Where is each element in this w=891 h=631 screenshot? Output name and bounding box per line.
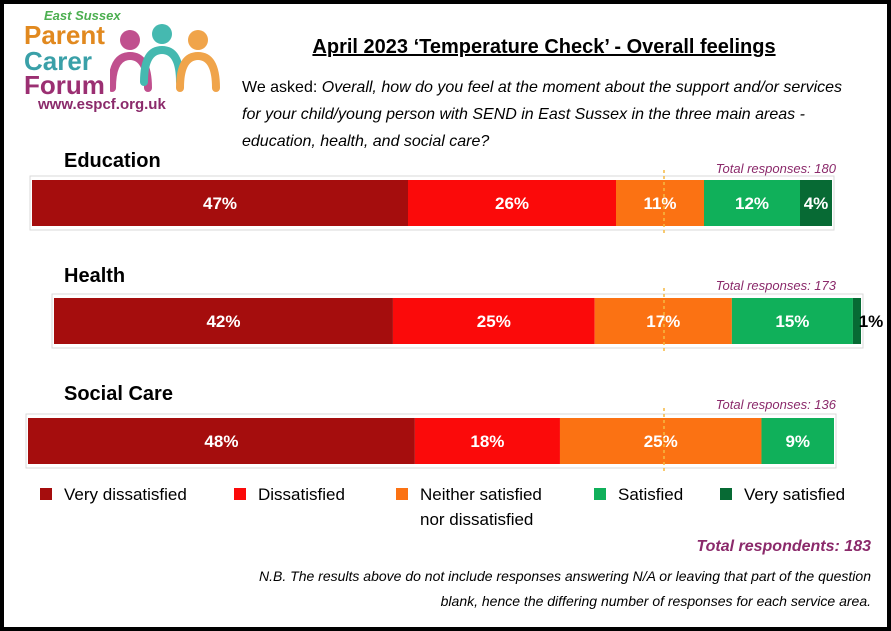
data-label-health-2: 17% (646, 312, 680, 331)
legend-swatch (234, 488, 246, 500)
total-responses-social-care: Total responses: 136 (715, 397, 836, 412)
category-label-health: Health (64, 265, 126, 287)
data-label-education-4: 4% (804, 194, 829, 213)
total-responses-health: Total responses: 173 (715, 278, 836, 293)
bar-segment-social-care-0 (28, 418, 415, 464)
legend-swatch (594, 488, 606, 500)
survey-question: We asked: Overall, how do you feel at th… (242, 74, 862, 155)
bar-segment-health-1 (392, 298, 595, 344)
data-label-social-care-2: 25% (644, 432, 678, 451)
data-label-education-3: 12% (735, 194, 769, 213)
legend-swatch (396, 488, 408, 500)
bar-segment-education-4 (800, 180, 832, 226)
legend-label-line2: nor dissatisfied (420, 510, 534, 529)
logo-line-carer: Carer (24, 46, 92, 76)
bar-segment-health-4 (852, 298, 861, 344)
category-label-education: Education (64, 150, 161, 172)
data-label-social-care-1: 18% (470, 432, 504, 451)
bar-segment-health-3 (731, 298, 853, 344)
espcf-logo: East Sussex Parent Carer Forum www.espcf… (14, 8, 234, 118)
people-icon (110, 24, 220, 92)
logo-line-forum: Forum (24, 70, 105, 100)
data-label-health-3: 15% (775, 312, 809, 331)
total-responses-education: Total responses: 180 (715, 161, 836, 176)
bar-segment-social-care-3 (761, 418, 834, 464)
bar-segment-social-care-2 (559, 418, 762, 464)
total-respondents: Total respondents: 183 (696, 538, 871, 555)
bar-frame-social-care (25, 413, 837, 469)
data-label-health-4: 1% (859, 312, 884, 331)
legend-label: Satisfied (618, 485, 684, 504)
legend-label: Neither satisfied (420, 485, 542, 504)
bar-segment-education-1 (408, 180, 616, 226)
footnote: N.B. The results above do not include re… (259, 568, 871, 609)
bar-segment-education-3 (704, 180, 800, 226)
legend-swatch (720, 488, 732, 500)
data-label-social-care-3: 9% (785, 432, 810, 451)
stacked-bar-chart: 47% 26% 11% 12% 4% 42% 25% 17% 15% 1% 48% 18% 25% 9% (25, 170, 884, 474)
bar-frame-education (29, 175, 835, 231)
data-label-social-care-0: 48% (204, 432, 238, 451)
legend-label: Dissatisfied (258, 485, 345, 504)
logo-line-parent: Parent (24, 20, 105, 50)
data-label-education-1: 26% (495, 194, 529, 213)
legend-label: Very satisfied (744, 485, 846, 504)
bar-frame-health (51, 293, 864, 349)
bar-segment-education-0 (32, 180, 408, 226)
question-prefix: We asked: (242, 79, 322, 96)
question-text: Overall, how do you feel at the moment a… (242, 79, 843, 150)
bar-segment-education-2 (616, 180, 704, 226)
data-label-health-0: 42% (206, 312, 240, 331)
bar-segment-health-0 (54, 298, 393, 344)
data-label-education-0: 47% (203, 194, 237, 213)
data-label-health-1: 25% (477, 312, 511, 331)
legend-swatch (40, 488, 52, 500)
bar-segment-social-care-1 (414, 418, 560, 464)
logo-line-east-sussex: East Sussex (44, 8, 121, 23)
logo-url: www.espcf.org.uk (38, 96, 166, 113)
data-label-education-2: 11% (643, 194, 676, 213)
legend-label: Very dissatisfied (64, 485, 187, 504)
chart-title: April 2023 ‘Temperature Check’ - Overall… (312, 36, 776, 58)
category-label-social-care: Social Care (64, 383, 173, 405)
